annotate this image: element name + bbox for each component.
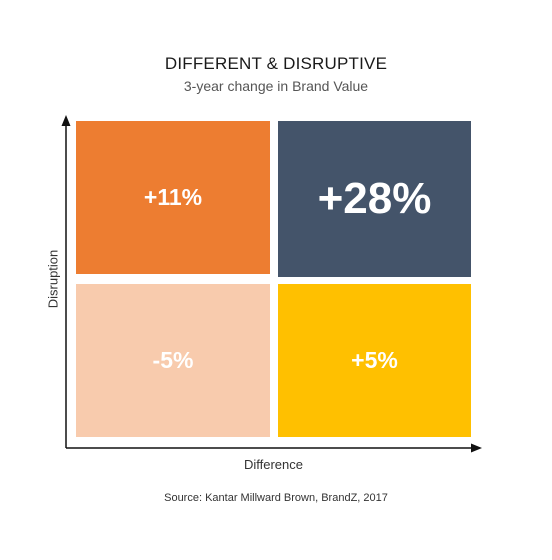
quadrant-top-left-value: +11% [143,184,203,210]
x-axis-arrow [471,443,482,453]
y-axis-label: Disruption [45,249,61,309]
quadrant-top-right: +28% [278,121,471,277]
quadrant-bottom-right: +5% [278,284,471,437]
quadrant-bottom-left: -5% [76,284,270,437]
chart-subtitle: 3-year change in Brand Value [183,78,369,94]
source-note: Source: Kantar Millward Brown, BrandZ, 2… [164,492,388,504]
quadrant-top-left: +11% [76,121,270,274]
chart-title: DIFFERENT & DISRUPTIVE [164,54,388,73]
quadrant-bottom-right-value: +5% [351,347,398,373]
x-axis-label: Difference [243,457,303,472]
quadrant-top-right-value: +28% [317,174,432,223]
y-axis-arrow [61,115,71,126]
quadrant-bottom-left-value: -5% [152,347,194,373]
